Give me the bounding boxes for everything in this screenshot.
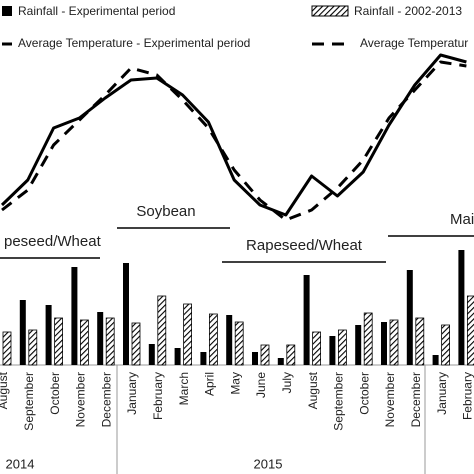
legend-label: Rainfall - Experimental period [18,4,175,18]
x-tick-label: January [125,372,139,415]
legend-label: Average Temperatur [360,36,468,50]
bar [458,250,465,365]
bar [148,344,155,365]
bar [381,322,387,365]
crop-label: peseed/Wheat [4,233,102,250]
x-tick-label: February [461,372,474,420]
legend-swatch [311,5,349,17]
x-tick-label: January [435,372,449,415]
x-tick-label: April [203,372,217,396]
legend-label: Average Temperature - Experimental perio… [18,36,250,50]
crop-label: Rapeseed/Wheat [246,237,363,254]
bar [71,267,78,365]
bar [355,325,362,365]
bar [441,324,451,366]
x-tick-label: May [228,372,242,395]
bar [260,344,270,366]
x-tick-label: November [383,372,397,427]
x-tick-label: September [332,372,346,431]
bar [226,315,233,365]
bar [174,348,181,365]
bar [105,317,115,366]
x-tick-label: November [74,372,88,427]
bar [157,295,167,366]
bar [406,270,413,365]
bar [329,336,336,365]
temperature-line [0,53,467,217]
bar [2,331,12,366]
x-tick-label: August [306,371,320,409]
bar [183,303,193,366]
bar [28,329,38,366]
bar [312,331,322,366]
bar [415,317,425,366]
x-tick-label: February [151,372,165,420]
bar [234,321,244,366]
bar [123,263,129,365]
bar [208,313,218,366]
bar [363,312,373,366]
bar [97,312,104,365]
bar [337,329,347,366]
x-tick-label: December [99,372,113,427]
bar [80,319,89,366]
bar [303,275,310,365]
bar [54,317,63,366]
x-tick-label: October [48,372,62,415]
legend: Rainfall - Experimental period Rainfall … [2,4,468,50]
x-tick-label: July [280,372,294,393]
x-tick-label: September [22,372,36,431]
bar [252,352,258,365]
crop-label: Soybean [136,203,195,220]
x-tick-label: June [254,372,268,398]
year-label: 2014 [6,456,35,471]
legend-label: Rainfall - 2002-2013 [354,4,462,18]
x-tick-label: August [0,371,10,409]
bar [19,300,26,365]
bar [131,322,141,366]
bar [200,352,207,365]
bar [45,305,52,365]
x-tick-label: December [409,372,423,427]
temperature-line [1,60,467,222]
legend-swatch [2,6,12,16]
bar [466,295,474,366]
bar [432,355,439,365]
x-tick-label: October [357,372,371,415]
x-tick-label: March [177,372,191,405]
bar [277,358,284,365]
year-label: 2015 [254,456,283,471]
bar [389,319,399,366]
crop-annotations: peseed/Wheat Soybean Rapeseed/Wheat Mai [0,203,474,263]
crop-label: Mai [450,211,474,228]
bar [286,344,296,366]
